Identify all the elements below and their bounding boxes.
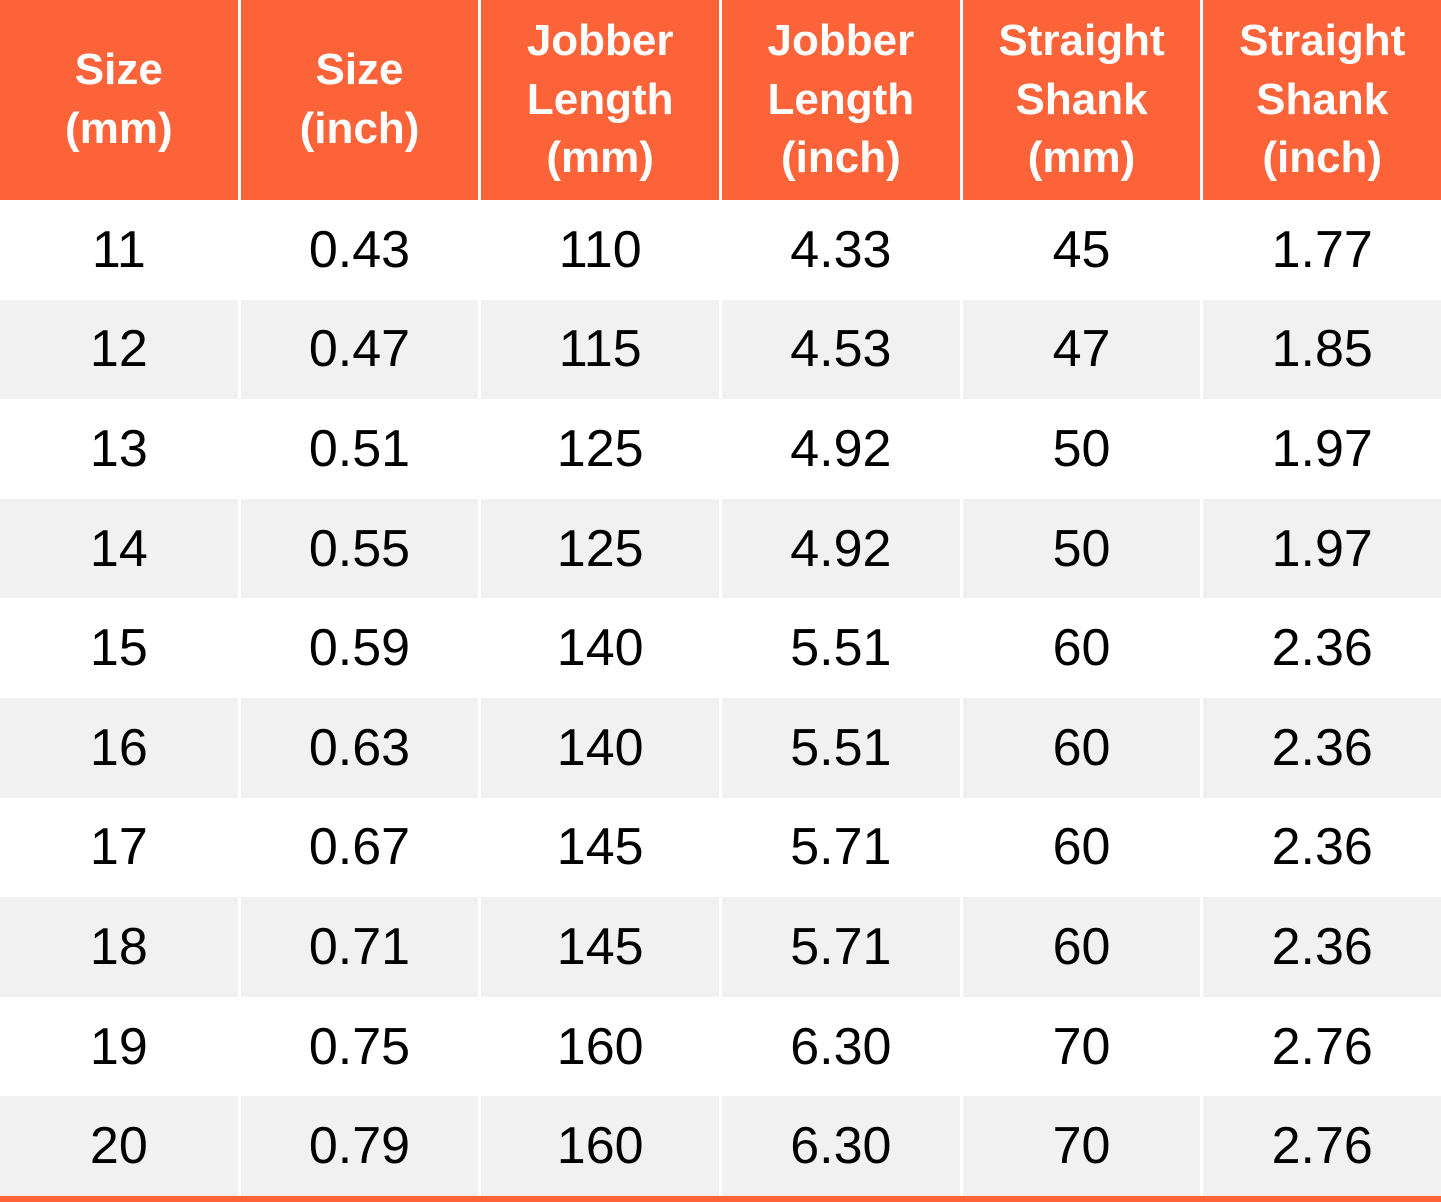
table-row: 18 0.71 145 5.71 60 2.36	[0, 897, 1441, 997]
table-cell: 19	[0, 996, 241, 1097]
table-row: 19 0.75 160 6.30 70 2.76	[0, 996, 1441, 1097]
table-row: 14 0.55 125 4.92 50 1.97	[0, 498, 1441, 599]
table-cell: 0.67	[241, 797, 482, 898]
table-cell: 45	[963, 200, 1204, 300]
table-cell: 0.43	[241, 200, 482, 300]
table-cell: 125	[481, 498, 723, 599]
table-cell: 5.51	[722, 598, 963, 698]
table-cell: 0.71	[241, 897, 482, 997]
table-cell: 2.36	[1271, 818, 1373, 877]
table-cell: 4.92	[722, 498, 963, 599]
table-cell: 0.51	[241, 399, 482, 499]
column-header-straight-shank-mm: Straight Shank (mm)	[962, 0, 1204, 200]
table-cell: 1.77	[1271, 220, 1373, 279]
table-cell: 125	[481, 399, 723, 499]
table-cell: 60	[963, 897, 1204, 997]
table-cell: 1.97	[1271, 519, 1373, 578]
table-cell: 0.55	[241, 498, 482, 599]
table-cell: 13	[0, 399, 241, 499]
table-cell: 70	[963, 996, 1204, 1097]
table-cell: 15	[0, 598, 241, 698]
table-cell: 20	[0, 1096, 241, 1196]
table-cell: 110	[481, 200, 723, 300]
table-cell: 60	[963, 797, 1204, 898]
table-cell: 60	[963, 598, 1204, 698]
table-row: 16 0.63 140 5.51 60 2.36	[0, 697, 1441, 798]
table-cell: 70	[963, 1096, 1204, 1196]
table-cell: 5.71	[722, 897, 963, 997]
table-cell: 140	[481, 697, 723, 798]
table-cell: 17	[0, 797, 241, 898]
table-cell: 0.75	[241, 996, 482, 1097]
table-row: 12 0.47 115 4.53 47 1.85	[0, 299, 1441, 400]
table-cell: 18	[0, 897, 241, 997]
table-cell: 11	[0, 200, 241, 300]
table-cell: 160	[481, 996, 723, 1097]
table-cell: 145	[481, 797, 723, 898]
table-cell: 2.36	[1271, 619, 1373, 678]
table-header-row: Size (mm) Size (inch) Jobber Length (mm)…	[0, 0, 1441, 200]
table-cell: 2.76	[1271, 1017, 1373, 1076]
table-cell: 2.36	[1271, 917, 1373, 976]
column-header-size-inch: Size (inch)	[240, 0, 482, 200]
table-cell: 115	[481, 299, 723, 400]
column-header-straight-shank-inch: Straight Shank (inch)	[1203, 0, 1441, 200]
table-row: 13 0.51 125 4.92 50 1.97	[0, 399, 1441, 499]
table-cell: 145	[481, 897, 723, 997]
table-cell: 4.92	[722, 399, 963, 499]
column-header-jobber-length-inch: Jobber Length (inch)	[722, 0, 963, 200]
table-row: 11 0.43 110 4.33 45 1.77	[0, 200, 1441, 300]
table-cell: 2.76	[1271, 1117, 1373, 1176]
column-header-size-mm: Size (mm)	[0, 0, 241, 200]
table-cell: 5.71	[722, 797, 963, 898]
table-cell: 16	[0, 697, 241, 798]
table-cell: 4.53	[722, 299, 963, 400]
table-row: 17 0.67 145 5.71 60 2.36	[0, 797, 1441, 898]
table-cell: 50	[963, 399, 1204, 499]
table-cell: 50	[963, 498, 1204, 599]
table-cell: 12	[0, 299, 241, 400]
table-body: 11 0.43 110 4.33 45 1.77 12 0.47 115 4.53 47 1.85 13…	[0, 200, 1441, 1196]
table-cell: 0.79	[241, 1096, 482, 1196]
table-cell: 0.63	[241, 697, 482, 798]
table-cell: 47	[963, 299, 1204, 400]
table-cell: 1.97	[1271, 419, 1373, 478]
table-cell: 2.36	[1271, 718, 1373, 777]
table-cell: 140	[481, 598, 723, 698]
table-cell: 4.33	[722, 200, 963, 300]
table-cell: 6.30	[722, 1096, 963, 1196]
table-cell: 1.85	[1271, 320, 1373, 379]
table-row: 20 0.79 160 6.30 70 2.76	[0, 1096, 1441, 1196]
table-bottom-accent-bar	[0, 1196, 1441, 1202]
table-cell: 0.59	[241, 598, 482, 698]
table-cell: 0.47	[241, 299, 482, 400]
table-cell: 14	[0, 498, 241, 599]
table-cell: 60	[963, 697, 1204, 798]
table-cell: 160	[481, 1096, 723, 1196]
table-cell: 6.30	[722, 996, 963, 1097]
column-header-jobber-length-mm: Jobber Length (mm)	[481, 0, 723, 200]
table-row: 15 0.59 140 5.51 60 2.36	[0, 598, 1441, 698]
table-cell: 5.51	[722, 697, 963, 798]
